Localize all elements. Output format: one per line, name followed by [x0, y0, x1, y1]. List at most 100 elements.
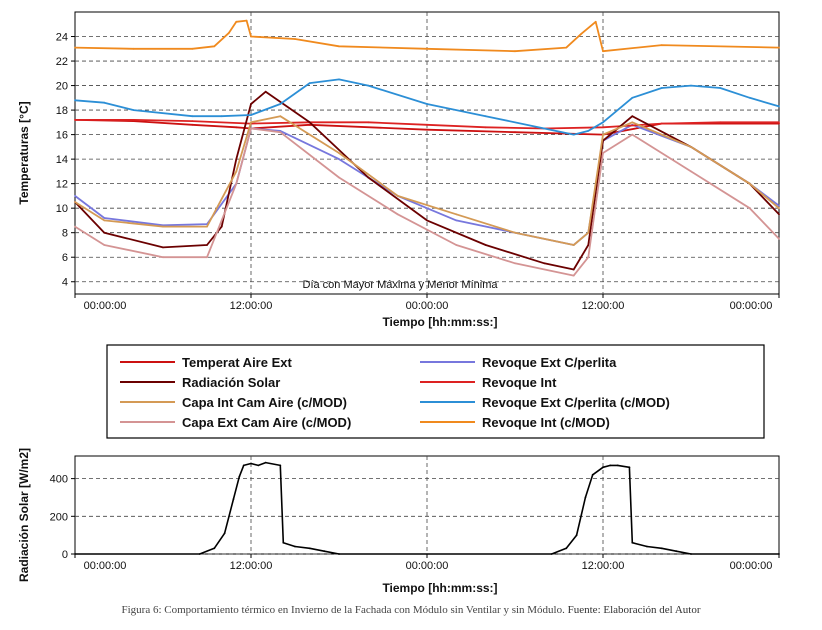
temperature-series-line-1 [74, 123, 780, 246]
temperature-series-point-3 [206, 244, 208, 246]
legend-label: Radiación Solar [182, 375, 280, 390]
radiation-series-point-0 [308, 547, 311, 550]
temperature-series-point-5 [543, 127, 546, 130]
radiation-series-point-0 [609, 464, 612, 467]
temperature-series-point-3 [220, 225, 223, 228]
temperature-series-point-4 [587, 231, 590, 234]
temperature-series-point-6 [602, 152, 604, 154]
temperature-series-point-3 [235, 158, 238, 161]
temperature-series-point-3 [572, 268, 575, 271]
temperature-series-point-4 [162, 225, 164, 228]
temperature-y-tick-label: 20 [56, 81, 68, 93]
temperature-series-point-4 [514, 231, 516, 234]
temperature-series-point-7 [602, 50, 604, 53]
figure-caption: Figura 6: Comportamiento térmico en Invi… [0, 604, 822, 616]
temperature-series-point-5 [338, 78, 340, 81]
temperature-series-point-6 [631, 133, 634, 136]
temperature-series-point-7 [594, 20, 597, 23]
legend-label: Temperat Aire Ext [182, 355, 292, 370]
temperature-x-tick-label: 12:00:00 [582, 300, 625, 312]
temperature-series-point-3 [162, 246, 164, 249]
temperature-series-point-6 [206, 256, 208, 259]
temperature-series-point-7 [235, 20, 238, 23]
temperature-series-point-5 [660, 87, 663, 89]
temperature-series-point-4 [250, 121, 252, 124]
radiation-series-point-0 [257, 464, 260, 467]
temperature-series-point-2 [719, 121, 722, 124]
legend-label: Revoque Ext C/perlita [482, 355, 617, 370]
radiation-x-tick-label: 12:00:00 [582, 560, 625, 572]
temperature-series-point-6 [235, 182, 238, 185]
temperature-series-point-6 [279, 131, 282, 134]
temperature-series-point-7 [426, 47, 428, 50]
temperature-series-line-6 [74, 127, 780, 277]
radiation-x-tick-label: 00:00:00 [406, 560, 449, 572]
temperature-series-point-5 [367, 84, 370, 87]
temperature-series-point-5 [631, 96, 634, 99]
temperature-x-tick-label: 00:00:00 [730, 300, 773, 312]
temperature-series-point-4 [74, 201, 76, 203]
radiation-y-axis-label: Radiación Solar [W/m2] [17, 448, 31, 582]
temperature-series-point-7 [565, 46, 568, 49]
temperature-series-point-1 [455, 219, 458, 222]
radiation-plot: 0 200 400 00:00:00 12:00:00 00:00:00 12:00:00… [17, 448, 780, 595]
legend-label: Capa Ext Cam Aire (c/MOD) [182, 415, 351, 430]
temperature-series-point-6 [396, 213, 399, 216]
radiation-series-point-0 [250, 462, 252, 465]
temperature-series-line-4 [74, 115, 780, 246]
temperature-series-point-6 [514, 262, 516, 265]
legend-label: Revoque Int [482, 375, 557, 390]
radiation-series-point-0 [338, 553, 340, 555]
legend-label: Capa Int Cam Aire (c/MOD) [182, 395, 347, 410]
temperature-series-point-2 [426, 123, 428, 126]
radiation-series-point-0 [631, 541, 634, 544]
temperature-series-point-5 [602, 121, 604, 124]
radiation-series-point-0 [550, 553, 553, 555]
temperature-y-axis-label: Temperaturas [°C] [17, 101, 31, 204]
temperature-series-point-7 [514, 50, 516, 53]
radiation-x-tick-label: 00:00:00 [730, 560, 773, 572]
legend-label: Revoque Ext C/perlita (c/MOD) [482, 395, 670, 410]
temperature-y-tick-label: 24 [56, 32, 68, 44]
temperature-series-point-2 [484, 126, 487, 129]
temperature-series-point-7 [74, 46, 76, 49]
temperature-x-tick-label: 00:00:00 [406, 300, 449, 312]
radiation-x-tick-label: 12:00:00 [230, 560, 273, 572]
radiation-series-point-0 [282, 541, 285, 544]
temperature-series-point-2 [778, 121, 780, 124]
temperature-series-point-6 [748, 207, 751, 210]
temperature-y-tick-label: 18 [56, 105, 68, 117]
temperature-series-line-5 [74, 78, 780, 136]
radiation-series-point-0 [602, 466, 604, 469]
temperature-series-point-4 [279, 115, 282, 118]
temperature-series-point-4 [690, 146, 692, 148]
temperature-series-point-7 [660, 44, 663, 46]
temperature-x-axis-label: Tiempo [hh:mm:ss:] [382, 315, 497, 329]
temperature-series-point-3 [264, 90, 267, 93]
temperature-series-point-3 [543, 262, 546, 265]
radiation-series-point-0 [198, 553, 201, 555]
temperature-series-point-1 [338, 158, 340, 161]
temperature-series-point-5 [690, 84, 692, 87]
temperature-series-point-0 [514, 131, 516, 134]
temperature-series-point-4 [455, 213, 458, 216]
temperature-series-point-7 [245, 19, 248, 22]
temperature-series-point-7 [250, 35, 252, 38]
temperature-series-point-5 [308, 82, 311, 84]
temperature-series-point-6 [690, 170, 692, 173]
temperature-series-point-7 [213, 45, 216, 48]
temperature-series-point-2 [602, 126, 604, 129]
temperature-series-point-5 [132, 109, 135, 111]
temperature-series-point-4 [748, 182, 751, 185]
temperature-series-point-1 [74, 195, 76, 197]
temperature-series-point-5 [279, 103, 282, 105]
temperature-series-point-4 [103, 219, 106, 222]
temperature-series [74, 19, 780, 277]
temperature-series-point-6 [455, 244, 458, 246]
radiation-series-point-0 [591, 473, 594, 476]
temperature-series-point-7 [294, 38, 296, 40]
temperature-series-point-6 [74, 225, 76, 228]
temperature-series-point-3 [484, 244, 487, 246]
